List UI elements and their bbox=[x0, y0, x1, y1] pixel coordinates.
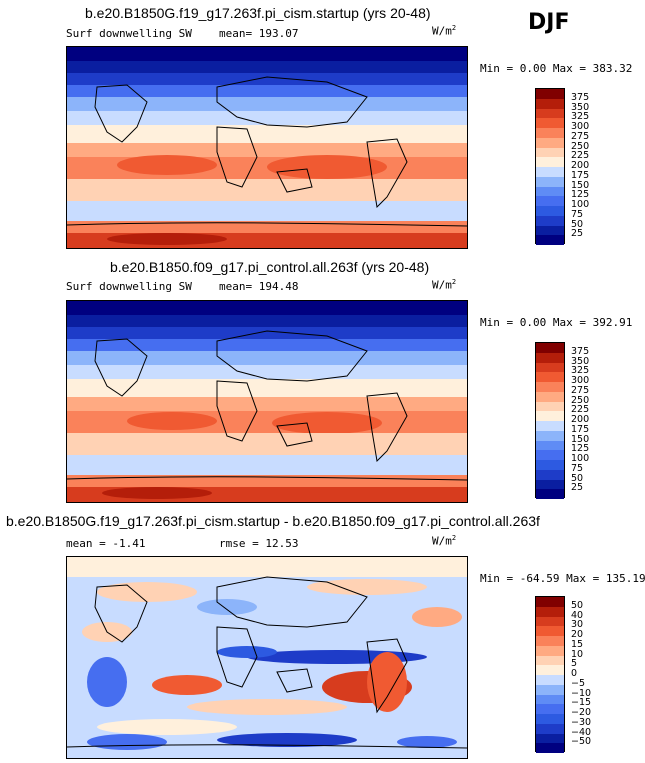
tick-label: 10 bbox=[571, 649, 584, 660]
panel2-colorbar-swatches bbox=[535, 342, 565, 499]
tick-label: −40 bbox=[571, 727, 592, 738]
panel3-units: W/m2 bbox=[432, 534, 457, 548]
panel2-minmax: Min = 0.00 Max = 392.91 bbox=[480, 316, 633, 329]
tick-label: −15 bbox=[571, 697, 592, 708]
panel3-map bbox=[66, 556, 468, 759]
panel3-rmse-label: rmse = 12.53 bbox=[219, 537, 299, 550]
tick-label: 50 bbox=[571, 600, 584, 611]
tick-label: 0 bbox=[571, 668, 578, 679]
panel2-title: b.e20.B1850.f09_g17.pi_control.all.263f … bbox=[110, 259, 430, 275]
tick-label: 5 bbox=[571, 658, 578, 669]
tick-label: 150 bbox=[571, 180, 590, 191]
tick-label: 300 bbox=[571, 121, 590, 132]
tick-label: 150 bbox=[571, 434, 590, 445]
panel1-map bbox=[66, 46, 468, 249]
tick-label: 25 bbox=[571, 482, 584, 493]
tick-label: −5 bbox=[571, 678, 586, 689]
panel1-mean-label: mean= 193.07 bbox=[219, 27, 299, 40]
panel3-mean-label: mean = -1.41 bbox=[66, 537, 146, 550]
panel2-units: W/m2 bbox=[432, 278, 457, 292]
tick-label: 25 bbox=[571, 228, 584, 239]
panel1-units: W/m2 bbox=[432, 24, 457, 38]
tick-label: 40 bbox=[571, 610, 584, 621]
panel2-variable-label: Surf downwelling SW bbox=[66, 280, 192, 293]
tick-label: −30 bbox=[571, 717, 592, 728]
tick-label: −20 bbox=[571, 707, 592, 718]
tick-label: 75 bbox=[571, 463, 584, 474]
panel1-colorbar-swatches bbox=[535, 88, 565, 245]
tick-label: 250 bbox=[571, 395, 590, 406]
tick-label: 30 bbox=[571, 619, 584, 630]
tick-label: 50 bbox=[571, 473, 584, 484]
tick-label: 200 bbox=[571, 414, 590, 425]
tick-label: 325 bbox=[571, 365, 590, 376]
tick-label: 275 bbox=[571, 385, 590, 396]
panel3-colorbar-swatches bbox=[535, 596, 565, 753]
panel2-map bbox=[66, 300, 468, 503]
tick-label: 375 bbox=[571, 92, 590, 103]
tick-label: 100 bbox=[571, 453, 590, 464]
tick-label: 50 bbox=[571, 219, 584, 230]
tick-label: 225 bbox=[571, 150, 590, 161]
tick-label: 375 bbox=[571, 346, 590, 357]
tick-label: −10 bbox=[571, 688, 592, 699]
panel1-minmax: Min = 0.00 Max = 383.32 bbox=[480, 62, 633, 75]
tick-label: 20 bbox=[571, 629, 584, 640]
season-label: DJF bbox=[528, 10, 570, 35]
tick-label: −50 bbox=[571, 736, 592, 747]
panel1-variable-label: Surf downwelling SW bbox=[66, 27, 192, 40]
tick-label: 225 bbox=[571, 404, 590, 415]
tick-label: 100 bbox=[571, 199, 590, 210]
panel3-title: b.e20.B1850G.f19_g17.263f.pi_cism.startu… bbox=[6, 513, 540, 529]
panel3-minmax: Min = -64.59 Max = 135.19 bbox=[480, 572, 645, 585]
panel2-mean-label: mean= 194.48 bbox=[219, 280, 299, 293]
tick-label: 350 bbox=[571, 356, 590, 367]
tick-label: 175 bbox=[571, 170, 590, 181]
tick-label: 250 bbox=[571, 141, 590, 152]
tick-label: 15 bbox=[571, 639, 584, 650]
tick-label: 125 bbox=[571, 189, 590, 200]
tick-label: 275 bbox=[571, 131, 590, 142]
tick-label: 125 bbox=[571, 443, 590, 454]
tick-label: 175 bbox=[571, 424, 590, 435]
tick-label: 200 bbox=[571, 160, 590, 171]
tick-label: 325 bbox=[571, 111, 590, 122]
tick-label: 350 bbox=[571, 102, 590, 113]
tick-label: 300 bbox=[571, 375, 590, 386]
panel1-title: b.e20.B1850G.f19_g17.263f.pi_cism.startu… bbox=[85, 5, 431, 21]
tick-label: 75 bbox=[571, 209, 584, 220]
